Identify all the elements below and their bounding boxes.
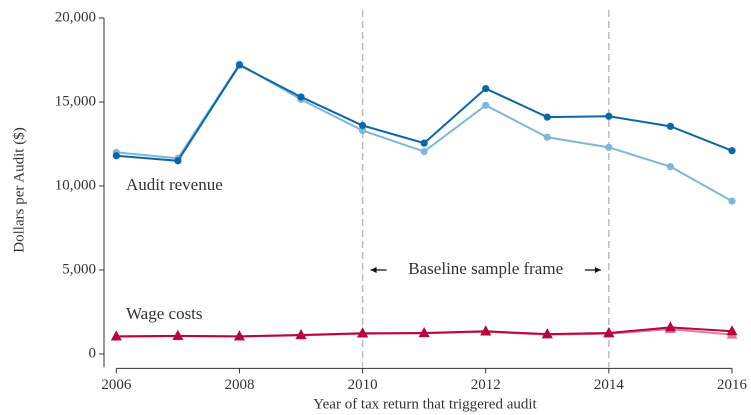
- point: [112, 152, 120, 160]
- arrow-head: [594, 267, 601, 273]
- point: [666, 122, 675, 130]
- y-tick-label: 20,000: [55, 9, 96, 25]
- y-tick-label: 10,000: [55, 177, 96, 193]
- x-axis-label: Year of tax return that triggered audit: [313, 396, 537, 412]
- point: [666, 163, 675, 171]
- x-tick-label: 2012: [471, 377, 501, 393]
- y-tick-label: 0: [89, 345, 97, 361]
- point: [235, 61, 244, 69]
- point: [480, 325, 492, 336]
- point: [728, 197, 736, 205]
- annotation: Baseline sample frame: [408, 259, 563, 278]
- point: [297, 93, 305, 101]
- point: [726, 325, 738, 336]
- x-tick-label: 2010: [348, 377, 378, 393]
- point: [110, 330, 122, 341]
- point: [605, 112, 613, 120]
- annotation: Audit revenue: [126, 175, 223, 194]
- point: [418, 326, 430, 337]
- x-tick-label: 2008: [224, 377, 254, 393]
- point: [541, 328, 553, 339]
- point: [358, 121, 367, 130]
- point: [482, 101, 490, 109]
- point: [420, 147, 428, 156]
- point: [543, 113, 551, 121]
- point: [603, 326, 615, 337]
- y-axis-label: Dollars per Audit ($): [11, 127, 27, 252]
- y-tick-label: 15,000: [55, 93, 96, 109]
- point: [543, 133, 551, 141]
- annotation: Wage costs: [126, 304, 203, 323]
- point: [664, 321, 676, 332]
- point: [728, 147, 736, 155]
- x-tick-label: 2014: [594, 377, 625, 393]
- arrow-head: [370, 267, 377, 273]
- point: [172, 329, 184, 340]
- point: [605, 143, 613, 151]
- point: [233, 330, 245, 341]
- point: [174, 157, 182, 165]
- point: [295, 328, 307, 339]
- point: [358, 126, 367, 135]
- x-tick-label: 2016: [717, 377, 748, 393]
- x-tick-label: 2006: [101, 377, 132, 393]
- y-tick-label: 5,000: [62, 261, 96, 277]
- point: [482, 84, 490, 93]
- point: [357, 327, 369, 338]
- point: [420, 139, 428, 147]
